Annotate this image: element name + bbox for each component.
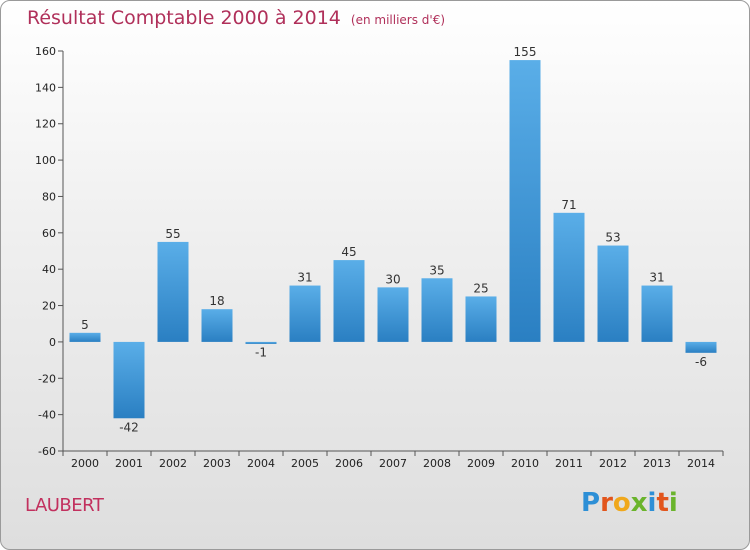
logo-letter: P bbox=[581, 488, 601, 518]
logo-letter: t bbox=[656, 488, 669, 518]
y-tick-label: 120 bbox=[35, 118, 56, 131]
data-label-2004: -1 bbox=[255, 346, 267, 360]
data-label-2005: 31 bbox=[297, 271, 312, 285]
logo-letter: r bbox=[600, 488, 613, 518]
proxiti-logo: Proxiti bbox=[581, 488, 678, 518]
bar-2000 bbox=[69, 332, 101, 342]
bar-2007 bbox=[377, 287, 409, 342]
x-tick-label-2011: 2011 bbox=[555, 457, 583, 470]
data-label-2013: 31 bbox=[649, 271, 664, 285]
data-label-2012: 53 bbox=[605, 231, 620, 245]
bar-2010 bbox=[509, 60, 541, 342]
bar-2013 bbox=[641, 285, 673, 342]
data-label-2002: 55 bbox=[165, 227, 180, 241]
bar-2005 bbox=[289, 285, 321, 342]
bar-2014 bbox=[685, 341, 717, 353]
x-tick-label-2007: 2007 bbox=[379, 457, 407, 470]
x-tick-label-2014: 2014 bbox=[687, 457, 715, 470]
x-tick-label-2003: 2003 bbox=[203, 457, 231, 470]
y-tick-label: 100 bbox=[35, 154, 56, 167]
data-label-2007: 30 bbox=[385, 272, 400, 286]
chart-title: Résultat Comptable 2000 à 2014 (en millie… bbox=[27, 7, 445, 29]
chart-unit: (en milliers d'€) bbox=[350, 13, 446, 27]
location-name: LAUBERT bbox=[25, 495, 104, 516]
logo-letter: o bbox=[612, 488, 631, 518]
x-tick-label-2006: 2006 bbox=[335, 457, 363, 470]
logo-letter: i bbox=[668, 488, 678, 518]
data-label-2001: -42 bbox=[119, 420, 139, 434]
logo-letter: x bbox=[630, 488, 648, 518]
chart-bars bbox=[69, 60, 717, 419]
x-tick-label-2004: 2004 bbox=[247, 457, 275, 470]
bar-2011 bbox=[553, 212, 585, 342]
y-tick-label: -20 bbox=[38, 372, 56, 385]
y-tick-label: 80 bbox=[42, 190, 56, 203]
logo-letter: i bbox=[647, 488, 657, 518]
chart-title-text: Résultat Comptable 2000 à 2014 bbox=[27, 7, 341, 29]
x-tick-label-2012: 2012 bbox=[599, 457, 627, 470]
y-tick-label: 0 bbox=[49, 336, 56, 349]
y-tick-label: -60 bbox=[38, 445, 56, 458]
y-tick-label: 20 bbox=[42, 300, 56, 313]
data-label-2011: 71 bbox=[561, 198, 576, 212]
bar-2002 bbox=[157, 241, 189, 342]
data-label-2006: 45 bbox=[341, 245, 356, 259]
data-label-2003: 18 bbox=[209, 294, 224, 308]
data-label-2000: 5 bbox=[81, 318, 89, 332]
chart-axes: 160 140 120 100 80 60 40 20 0 -20 -40 -60 2000 2001 20… bbox=[35, 45, 724, 470]
bar-2008 bbox=[421, 278, 453, 342]
bar-2012 bbox=[597, 245, 629, 342]
bar-2003 bbox=[201, 309, 233, 342]
y-tick-label: 60 bbox=[42, 227, 56, 240]
x-tick-label-2013: 2013 bbox=[643, 457, 671, 470]
data-label-2008: 35 bbox=[429, 263, 444, 277]
x-tick-label-2009: 2009 bbox=[467, 457, 495, 470]
bar-2006 bbox=[333, 260, 365, 342]
bar-2004 bbox=[245, 341, 277, 344]
y-tick-label: 40 bbox=[42, 263, 56, 276]
x-tick-label-2008: 2008 bbox=[423, 457, 451, 470]
data-label-2009: 25 bbox=[473, 281, 488, 295]
x-tick-label-2005: 2005 bbox=[291, 457, 319, 470]
y-tick-label: -40 bbox=[38, 409, 56, 422]
bar-2001 bbox=[113, 341, 145, 419]
x-tick-label-2000: 2000 bbox=[71, 457, 99, 470]
chart-data-labels: 5 -42 55 18 -1 31 45 30 35 25 155 71 53 31 -6 bbox=[81, 45, 707, 434]
x-tick-label-2002: 2002 bbox=[159, 457, 187, 470]
y-tick-label: 140 bbox=[35, 81, 56, 94]
data-label-2014: -6 bbox=[695, 355, 707, 369]
x-tick-label-2010: 2010 bbox=[511, 457, 539, 470]
x-tick-label-2001: 2001 bbox=[115, 457, 143, 470]
data-label-2010: 155 bbox=[514, 45, 537, 59]
y-tick-label: 160 bbox=[35, 45, 56, 58]
bar-2009 bbox=[465, 296, 497, 342]
